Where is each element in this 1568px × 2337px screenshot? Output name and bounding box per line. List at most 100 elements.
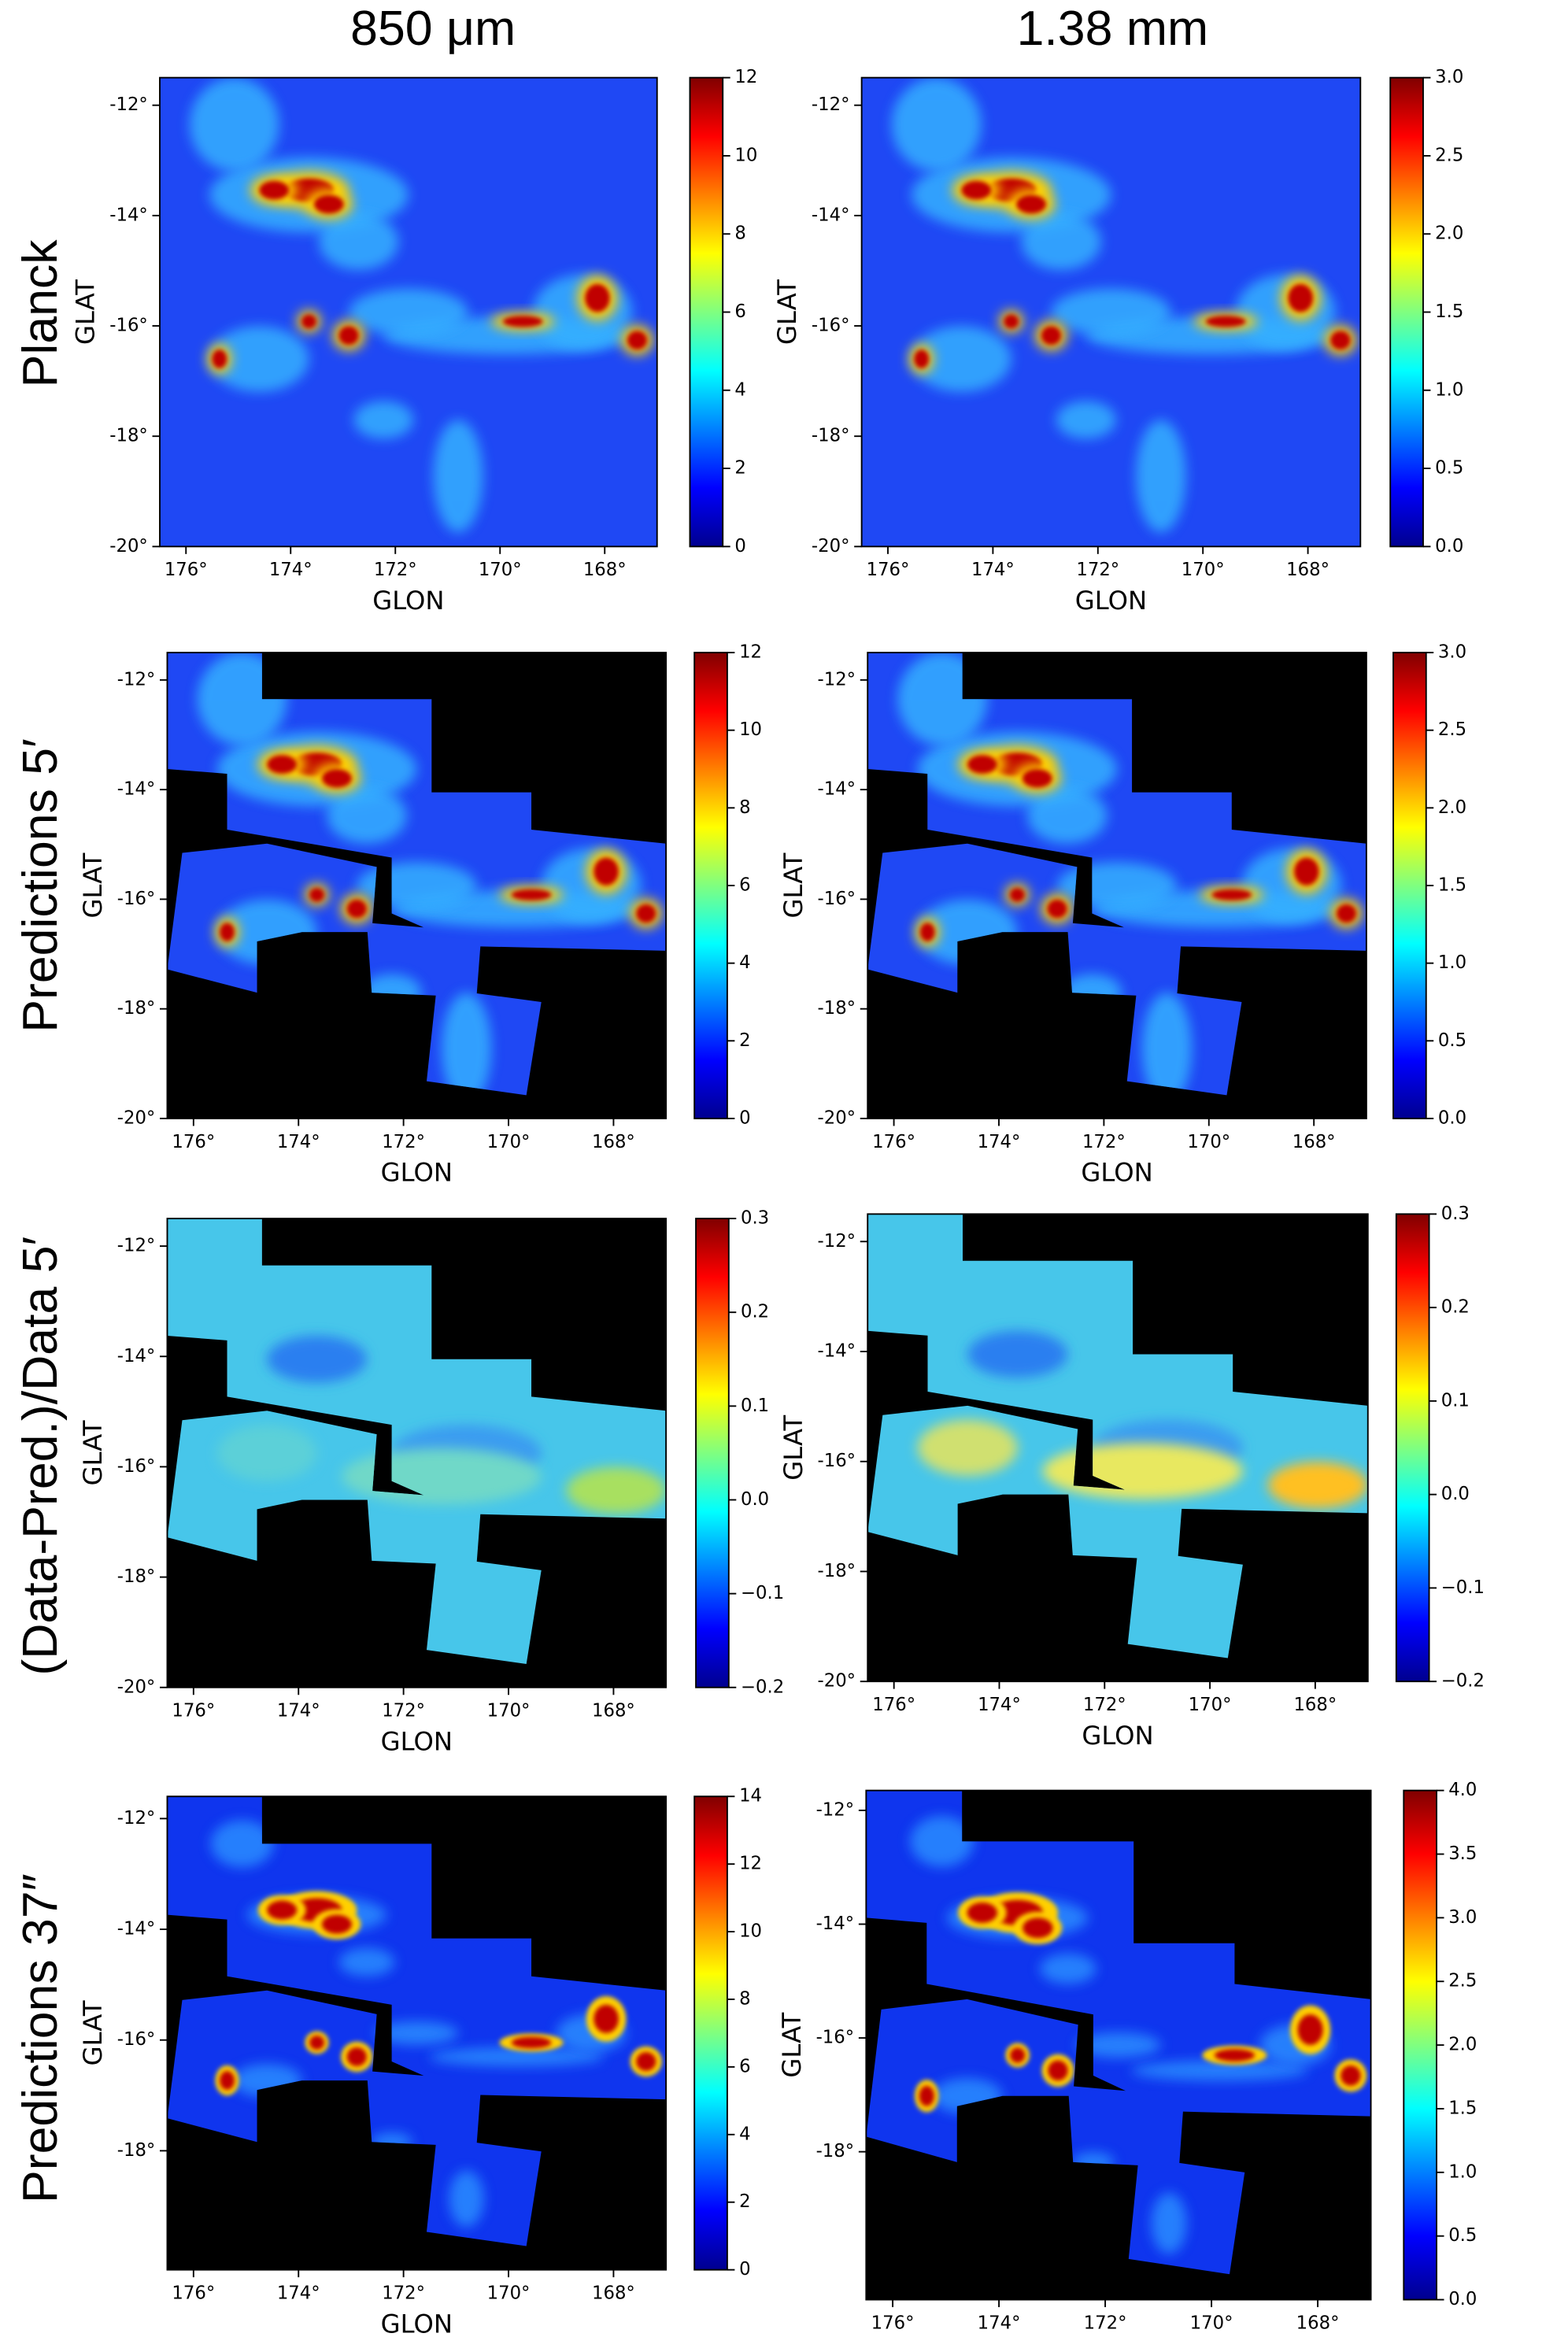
x-tick-label: 176° xyxy=(172,2283,215,2303)
colorbar-tick-label: 0.1 xyxy=(741,1396,769,1416)
x-tick-label: 176° xyxy=(172,1132,215,1152)
x-tick-label: 174° xyxy=(978,2313,1021,2333)
y-tick-label: -12° xyxy=(117,1808,156,1829)
axes-frame xyxy=(867,1213,1369,1683)
y-tick-label: -16° xyxy=(818,1451,856,1471)
colorbar-tick-label: 2.5 xyxy=(1435,145,1463,165)
colorbar-tick-label: 3.5 xyxy=(1448,1843,1477,1864)
panel: 176° 174° 172° 170° 168° -12° -14° -16° -18° -20°… xyxy=(778,1204,1485,1751)
colorbar-tick-label: −0.1 xyxy=(1441,1577,1485,1598)
colorbar-tick-label: −0.2 xyxy=(741,1677,784,1697)
y-tick-label: -12° xyxy=(117,1236,156,1256)
map-image xyxy=(167,1218,667,1688)
colorbar-tick-label: 1.5 xyxy=(1448,2098,1477,2118)
colorbar-tick-label: 1.0 xyxy=(1448,2161,1477,2182)
y-axis-label: GLAT xyxy=(772,279,802,345)
map-image xyxy=(867,1214,1368,1682)
y-axis-label: GLAT xyxy=(71,279,101,345)
panel: 176° 174° 172° 170° 168° -12° -14° -16° -18° -20°… xyxy=(78,1208,784,1757)
colorbar-tick-label: 1.5 xyxy=(1435,301,1463,322)
y-tick-label: -18° xyxy=(109,426,148,446)
panel: 176° 174° 172° 170° 168° -12° -14° -16° -18° -20°… xyxy=(78,642,762,1188)
x-axis-label: GLON xyxy=(1081,1158,1152,1188)
colorbar-tick-label: 1.5 xyxy=(1438,875,1466,895)
colorbar-tick-label: 12 xyxy=(739,642,762,663)
row-label: Predictions 37″ xyxy=(13,1873,68,2203)
y-tick-label: -14° xyxy=(117,1919,156,1939)
axes-frame xyxy=(166,1218,668,1688)
axes-frame xyxy=(865,1789,1372,2301)
colorbar-tick-label: −0.1 xyxy=(741,1583,784,1603)
y-tick-label: -20° xyxy=(109,536,148,557)
colorbar-tick-label: 2 xyxy=(739,2191,750,2212)
map-image xyxy=(160,77,657,547)
y-axis-label: GLAT xyxy=(778,1414,808,1480)
colorbar xyxy=(689,76,724,548)
x-tick-label: 168° xyxy=(583,560,627,580)
colorbar xyxy=(1392,652,1427,1119)
row-label: (Data-Pred.)/Data 5′ xyxy=(13,1237,68,1676)
colorbar-tick-label: −0.2 xyxy=(1441,1671,1485,1692)
x-tick-label: 174° xyxy=(971,560,1015,580)
x-tick-label: 174° xyxy=(978,1695,1021,1715)
colorbar-tick-label: 2.0 xyxy=(1448,2035,1477,2055)
colorbar-tick-label: 4 xyxy=(739,952,750,973)
map-image xyxy=(167,653,667,1119)
row-label: Predictions 5′ xyxy=(13,738,68,1033)
x-axis-label: GLON xyxy=(1082,1721,1153,1751)
colorbar-tick-label: 0 xyxy=(739,2259,750,2280)
x-tick-label: 170° xyxy=(1187,1132,1230,1152)
colorbar-tick-label: 6 xyxy=(734,301,745,322)
panel: 176°174°172°170°168°-12°-14°-16°-18°GLON… xyxy=(78,1786,762,2337)
x-tick-label: 172° xyxy=(1076,560,1119,580)
panel: 176°174°172°170°168°-12°-14°-16°-18°GLON… xyxy=(777,1780,1477,2333)
y-tick-label: -20° xyxy=(117,1677,156,1697)
axes-frame xyxy=(166,652,668,1119)
axes-frame xyxy=(867,652,1367,1119)
panel: 176° 174° 172° 170° 168° -12° -14° -16° -18° -20°… xyxy=(772,67,1463,616)
y-tick-label: -16° xyxy=(816,2028,855,2048)
x-axis-label: GLON xyxy=(1075,586,1147,616)
colorbar-tick-label: 4 xyxy=(739,2124,750,2144)
y-tick-label: -16° xyxy=(117,1456,156,1477)
x-tick-label: 168° xyxy=(1286,560,1329,580)
colorbar-tick-label: 1.0 xyxy=(1435,379,1463,400)
x-axis-label: GLON xyxy=(372,586,444,616)
x-tick-label: 170° xyxy=(487,1701,531,1721)
y-axis-label: GLAT xyxy=(78,2000,108,2065)
y-axis-label: GLAT xyxy=(777,2012,807,2077)
map-image xyxy=(867,653,1366,1119)
colorbar-tick-label: 0.5 xyxy=(1435,458,1463,479)
x-tick-label: 170° xyxy=(479,560,522,580)
colorbar-tick-label: 14 xyxy=(739,1786,762,1806)
x-tick-label: 170° xyxy=(1182,560,1225,580)
x-tick-label: 168° xyxy=(592,1132,635,1152)
colorbar-tick-label: 3.0 xyxy=(1438,642,1466,663)
y-tick-label: -14° xyxy=(109,205,148,225)
x-axis-label: GLON xyxy=(381,1158,453,1188)
y-tick-label: -20° xyxy=(818,1107,856,1128)
y-tick-label: -12° xyxy=(812,94,850,115)
y-tick-label: -18° xyxy=(117,998,156,1019)
y-tick-label: -14° xyxy=(816,1914,855,1934)
colorbar-tick-label: 0.2 xyxy=(1441,1297,1470,1318)
colorbar-tick-label: 12 xyxy=(739,1854,762,1874)
y-tick-label: -18° xyxy=(816,2141,855,2161)
y-tick-label: -18° xyxy=(818,1561,856,1581)
y-tick-label: -14° xyxy=(818,779,856,800)
colorbar-tick-label: 3.0 xyxy=(1448,1907,1477,1928)
y-tick-label: -12° xyxy=(818,1231,856,1252)
colorbar-tick-label: 0.0 xyxy=(1441,1484,1470,1504)
x-tick-label: 172° xyxy=(1084,2313,1127,2333)
x-tick-label: 172° xyxy=(382,1701,425,1721)
x-tick-label: 170° xyxy=(1189,1695,1232,1715)
x-tick-label: 172° xyxy=(374,560,417,580)
x-tick-label: 168° xyxy=(1296,2313,1340,2333)
colorbar-tick-label: 0 xyxy=(739,1107,750,1128)
y-tick-label: -18° xyxy=(818,998,856,1019)
x-tick-label: 168° xyxy=(1292,1132,1336,1152)
y-tick-label: -14° xyxy=(818,1341,856,1362)
map-image xyxy=(167,1796,667,2270)
x-tick-label: 170° xyxy=(487,2283,531,2303)
